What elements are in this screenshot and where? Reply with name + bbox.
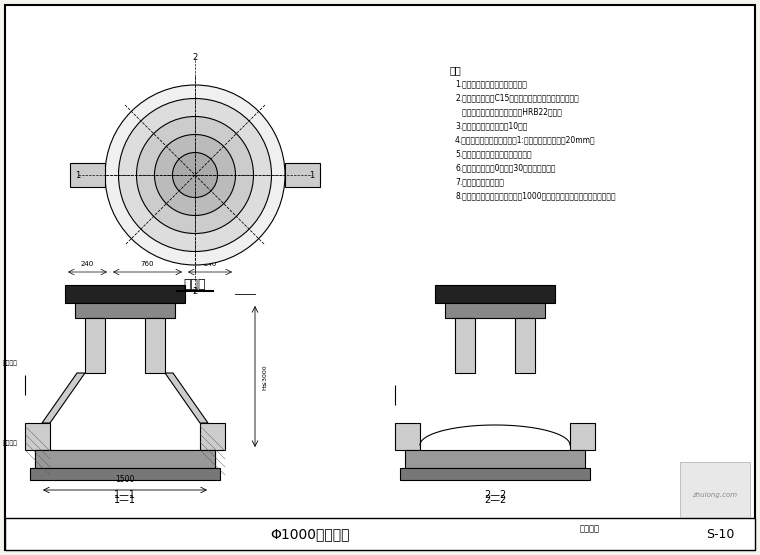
Circle shape [154, 134, 236, 215]
Bar [285, 163, 320, 187]
Text: 8.拼检鉴于天面水层高度一般为1000，图纸不尺寸得根据实际情况调整。: 8.拼检鉴于天面水层高度一般为1000，图纸不尺寸得根据实际情况调整。 [455, 191, 616, 200]
Bar [435, 285, 555, 303]
Text: 2—2: 2—2 [484, 495, 506, 505]
Bar [145, 318, 165, 373]
Bar [445, 303, 545, 318]
Bar [85, 318, 105, 373]
Bar [20, 285, 230, 505]
Text: 钢筋砼管: 钢筋砼管 [3, 440, 18, 446]
Bar [400, 468, 590, 480]
Bar [405, 450, 585, 468]
Text: 1: 1 [75, 170, 81, 179]
Circle shape [105, 85, 285, 265]
Text: 760: 760 [141, 261, 154, 267]
Text: 比例示意: 比例示意 [580, 524, 600, 533]
Text: 7.其他尺寸详见图纸。: 7.其他尺寸详见图纸。 [455, 177, 504, 186]
Bar [515, 318, 535, 373]
Circle shape [137, 117, 254, 234]
Text: 井三通定: 井三通定 [3, 360, 18, 366]
Text: 2: 2 [192, 53, 198, 63]
Bar [570, 423, 595, 450]
Bar [70, 163, 105, 187]
Circle shape [119, 98, 271, 251]
Text: 1—1: 1—1 [114, 495, 136, 505]
Bar [35, 450, 215, 468]
Text: 2—2: 2—2 [484, 490, 506, 500]
Text: H≤3000: H≤3000 [262, 364, 267, 390]
Bar [455, 318, 475, 373]
Text: 1: 1 [309, 170, 315, 179]
Bar [65, 285, 185, 303]
Text: 1.雨水井盖海天不得封闭水泥井。: 1.雨水井盖海天不得封闭水泥井。 [455, 79, 527, 88]
Bar [30, 468, 220, 480]
Text: Φ1000雨水井区: Φ1000雨水井区 [271, 527, 350, 541]
Text: 注：: 注： [450, 65, 462, 75]
Text: 5.混凝土各相交处，不得存有空洞。: 5.混凝土各相交处，不得存有空洞。 [455, 149, 532, 158]
Bar [25, 423, 50, 450]
Circle shape [173, 153, 217, 198]
Text: 1—1: 1—1 [114, 490, 136, 500]
Bar [5, 518, 755, 550]
Text: 240: 240 [81, 261, 94, 267]
Text: 1500: 1500 [116, 475, 135, 484]
Text: S-10: S-10 [706, 527, 734, 541]
Text: 6.雨水井居底下栩0层只彡30层工不可不字。: 6.雨水井居底下栩0层只彡30层工不可不字。 [455, 163, 556, 172]
Bar [75, 303, 175, 318]
Text: 4.内外涂层：主树、混凝土对1:雨水井管前内面，厘20mm。: 4.内外涂层：主树、混凝土对1:雨水井管前内面，厘20mm。 [455, 135, 596, 144]
Text: 2.雨水井位于路面C15图内上，具体施工工艺自行安设，: 2.雨水井位于路面C15图内上，具体施工工艺自行安设， [455, 93, 579, 102]
Bar [390, 285, 600, 505]
Polygon shape [42, 373, 85, 423]
Polygon shape [165, 373, 208, 423]
Text: 3.井筒内外均涂水泥层厘10层。: 3.井筒内外均涂水泥层厘10层。 [455, 121, 527, 130]
Text: 2: 2 [192, 287, 198, 296]
Bar [395, 423, 420, 450]
Bar [680, 462, 750, 517]
Text: 平面图: 平面图 [184, 279, 206, 291]
Text: zhulong.com: zhulong.com [692, 492, 737, 498]
Text: 不得中断路工工程，利用用在HRB22洗筑。: 不得中断路工工程，利用用在HRB22洗筑。 [455, 107, 562, 116]
Text: 240: 240 [204, 261, 217, 267]
Bar [35, 450, 215, 468]
Bar [200, 423, 225, 450]
